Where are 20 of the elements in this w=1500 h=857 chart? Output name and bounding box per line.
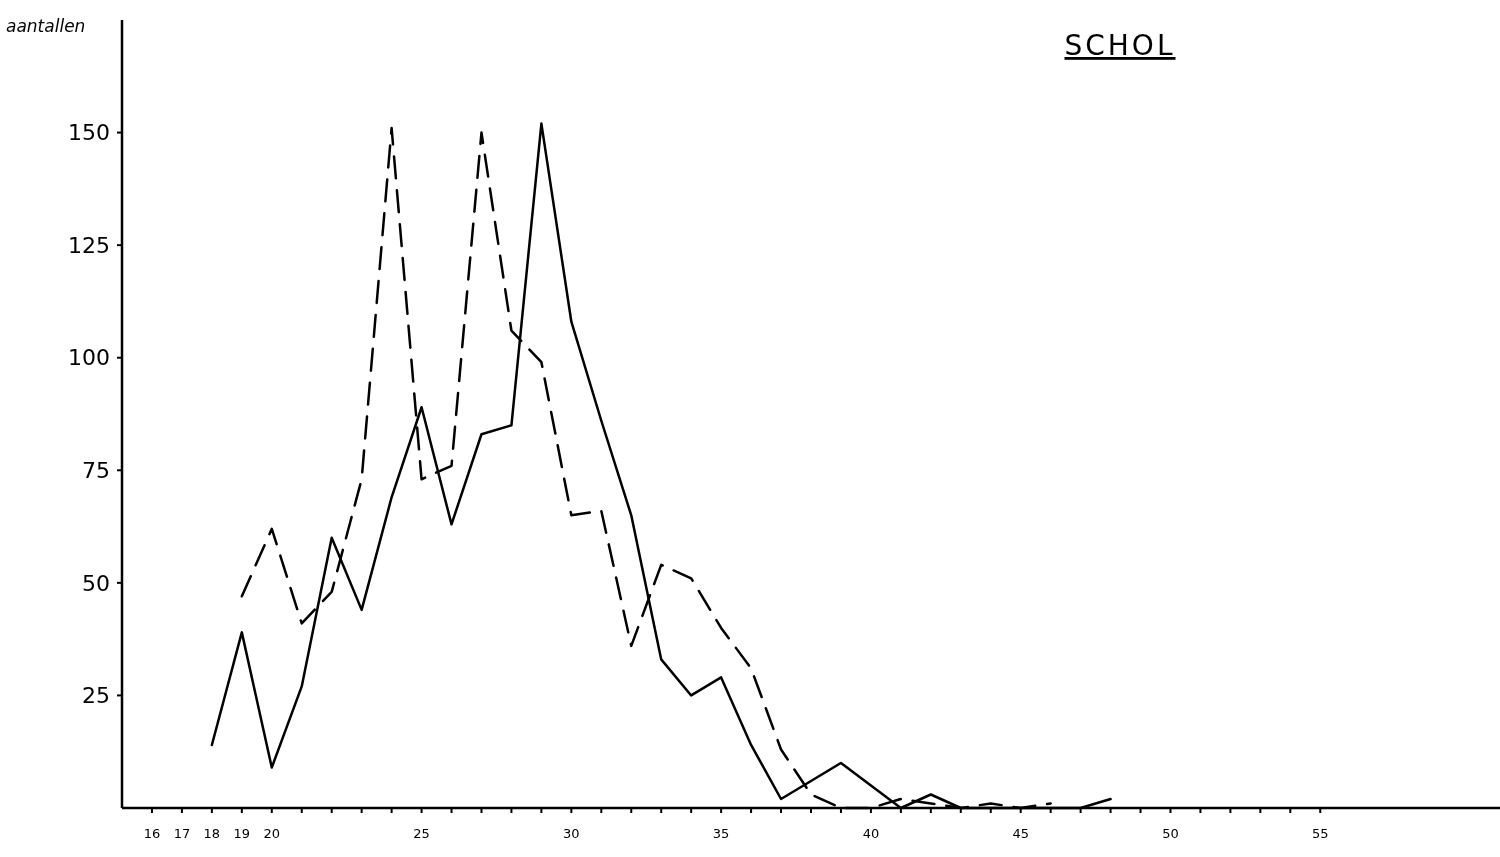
- x-tick-label: 17: [173, 826, 191, 841]
- y-tick-label: 125: [68, 232, 110, 258]
- y-tick-label: 25: [82, 683, 110, 709]
- chart-title: SCHOL: [1064, 29, 1176, 62]
- x-tick-label: 20: [263, 826, 281, 841]
- x-tick-label: 50: [1162, 826, 1179, 841]
- y-axis-title: aantallen: [6, 16, 86, 36]
- x-tick-label: 18: [203, 826, 221, 841]
- y-tick-label: 50: [82, 570, 110, 596]
- x-tick-label: 40: [862, 826, 880, 841]
- x-tick-label: 16: [143, 826, 161, 841]
- x-tick-label: 30: [563, 826, 580, 841]
- x-tick-label: 45: [1012, 826, 1029, 841]
- y-tick-label: 150: [68, 120, 110, 146]
- x-tick-label: 19: [233, 826, 251, 841]
- x-tick-label: 55: [1311, 826, 1329, 841]
- x-tick-label: 25: [413, 826, 430, 841]
- x-tick-label: 35: [712, 826, 730, 841]
- y-tick-label: 75: [82, 457, 110, 483]
- y-tick-label: 100: [68, 345, 110, 371]
